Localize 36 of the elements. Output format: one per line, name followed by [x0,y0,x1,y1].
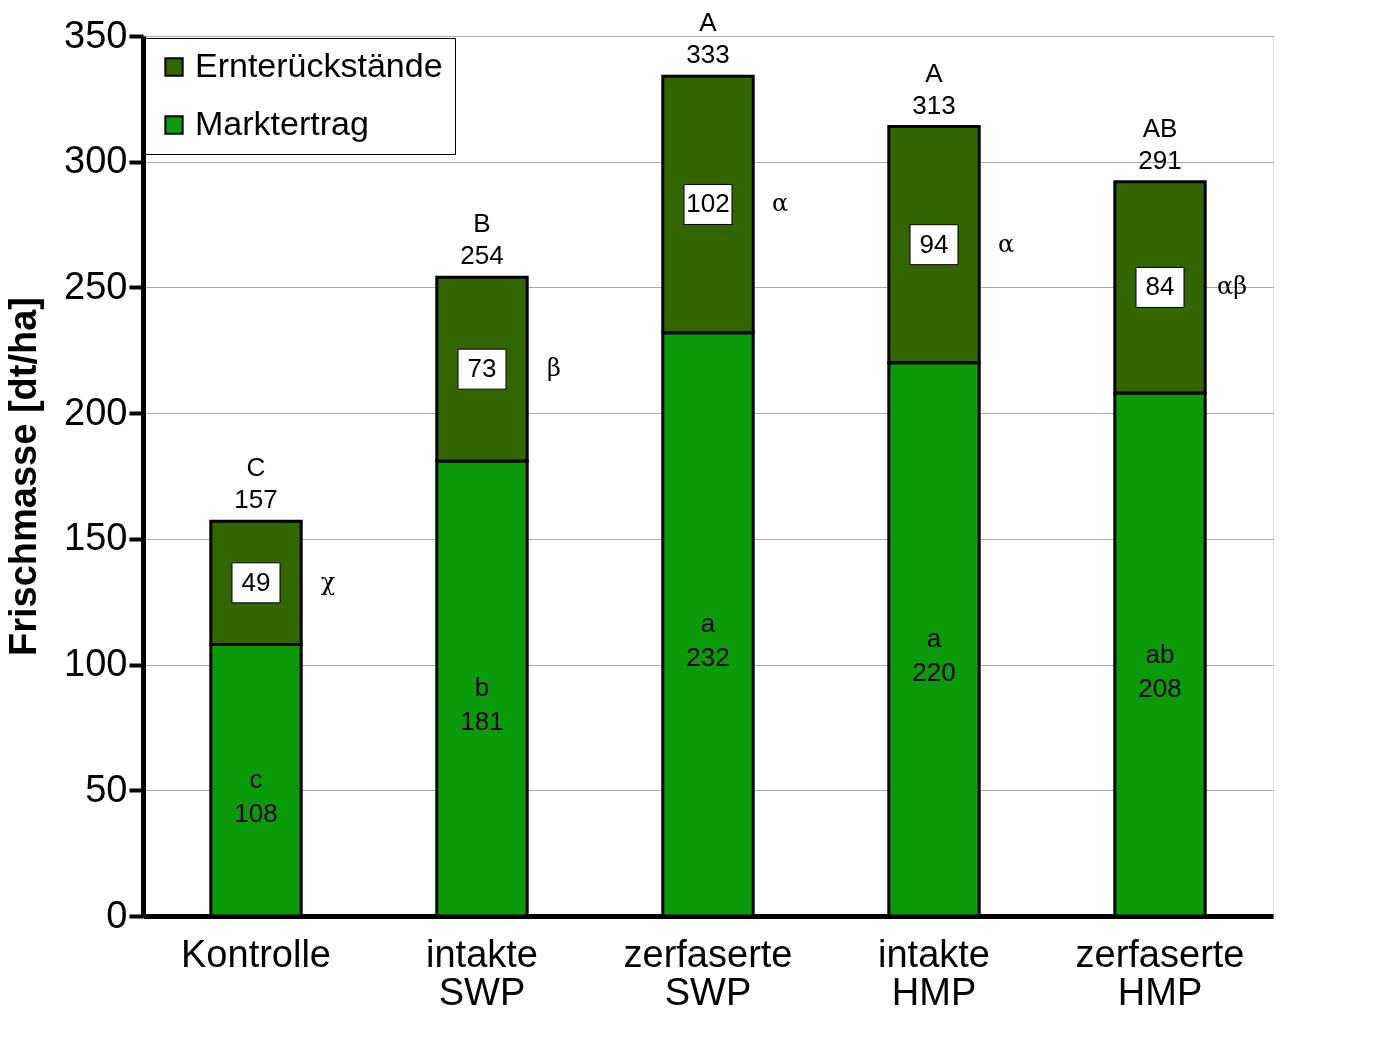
y-tick-label: 300 [64,139,128,182]
data-label: 84 [1145,271,1175,302]
legend-label: Marktertrag [195,104,369,142]
x-tick-label: intakte SWP [426,932,538,1013]
data-label: 102 [686,188,730,219]
annotation: α [771,189,789,218]
y-tick-label: 150 [64,516,128,559]
data-label: 94 [919,228,949,259]
data-label: 73 [467,353,497,384]
x-tick-label: zerfaserte SWP [623,932,793,1013]
x-tick-label: Kontrolle [181,932,331,975]
total-label: C 157 [234,452,278,515]
annotation: χ [320,567,336,596]
x-tick-label: zerfaserte HMP [1075,932,1245,1013]
y-tick-label: 200 [64,390,128,433]
annotation: α [997,229,1015,258]
y-tick-label: 0 [106,893,128,936]
data-label: a 220 [912,623,956,688]
y-axis-title: Frischmasse [dt/ha] [2,297,45,656]
annotation: αβ [1216,272,1248,301]
total-label: A 313 [912,57,956,120]
annotation: β [547,354,561,383]
data-label: 49 [241,566,271,597]
total-label: A 333 [686,7,730,70]
y-tick-label: 250 [64,264,128,307]
data-label: b 181 [460,672,504,737]
x-tick-label: intakte HMP [878,932,990,1013]
total-label: B 254 [460,208,504,271]
data-label: ab 208 [1138,638,1182,703]
total-label: AB 291 [1138,112,1182,175]
y-tick-label: 50 [85,767,128,810]
legend-label: Ernterückstände [195,46,443,84]
y-tick-label: 100 [64,642,128,685]
data-label: a 232 [686,608,730,673]
y-tick-label: 350 [64,13,128,56]
data-label: c 108 [234,764,278,829]
